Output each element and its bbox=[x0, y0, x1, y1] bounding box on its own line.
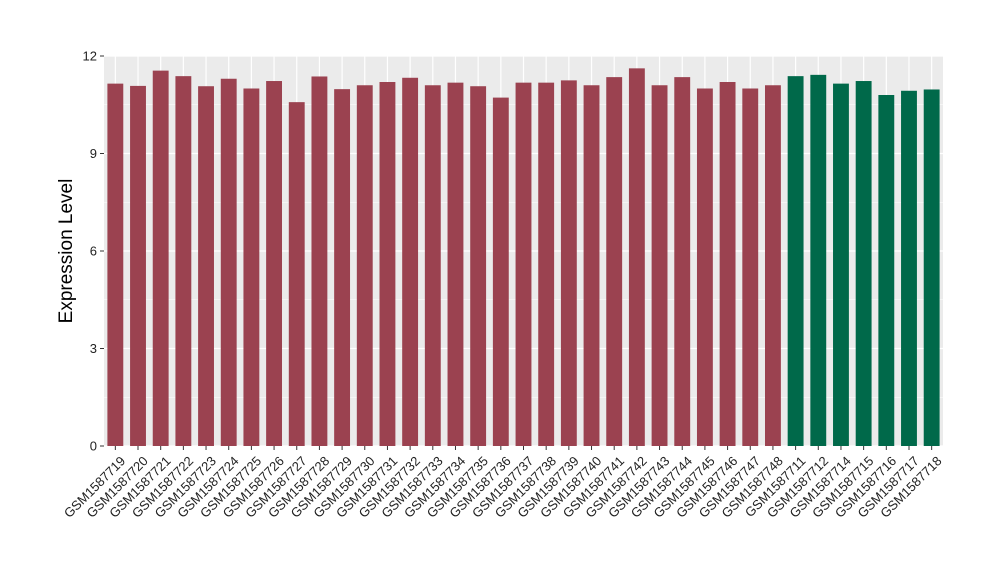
bar-GSM1587735 bbox=[470, 86, 487, 446]
bar-GSM1587738 bbox=[538, 82, 555, 447]
y-tick-label: 9 bbox=[90, 146, 97, 161]
bar-GSM1587741 bbox=[606, 77, 623, 446]
y-tick-label: 3 bbox=[90, 341, 97, 356]
bar-GSM1587715 bbox=[855, 81, 872, 447]
bar-GSM1587711 bbox=[787, 76, 804, 447]
y-tick-label: 6 bbox=[90, 244, 97, 259]
bar-GSM1587739 bbox=[560, 80, 577, 446]
bar-GSM1587726 bbox=[266, 81, 283, 447]
bar-GSM1587748 bbox=[764, 85, 781, 446]
bar-GSM1587740 bbox=[583, 85, 600, 446]
bar-GSM1587733 bbox=[424, 85, 441, 446]
bar-GSM1587725 bbox=[243, 88, 260, 446]
y-axis: 0 3 6 9 12 bbox=[83, 49, 104, 454]
bar-GSM1587717 bbox=[901, 90, 917, 447]
bar-GSM1587712 bbox=[810, 74, 827, 446]
y-tick-label: 0 bbox=[90, 439, 97, 454]
bar-GSM1587718 bbox=[923, 89, 940, 446]
bar-series bbox=[107, 68, 940, 447]
bar-GSM1587723 bbox=[198, 86, 214, 446]
bar-GSM1587745 bbox=[696, 88, 713, 446]
bar-GSM1587747 bbox=[742, 88, 759, 446]
bar-GSM1587720 bbox=[130, 85, 146, 447]
bar-GSM1587743 bbox=[651, 85, 668, 446]
bar-GSM1587746 bbox=[719, 82, 736, 446]
bar-GSM1587716 bbox=[878, 95, 895, 446]
bar-GSM1587731 bbox=[379, 82, 396, 446]
bar-GSM1587730 bbox=[356, 85, 373, 446]
bar-GSM1587724 bbox=[220, 78, 237, 446]
bar-GSM1587729 bbox=[334, 89, 351, 447]
bar-GSM1587737 bbox=[515, 82, 532, 447]
bar-GSM1587732 bbox=[402, 77, 419, 447]
bar-GSM1587728 bbox=[311, 76, 328, 446]
bar-GSM1587744 bbox=[674, 77, 691, 446]
y-tick-label: 12 bbox=[83, 49, 97, 64]
bar-GSM1587742 bbox=[628, 68, 645, 446]
bar-GSM1587736 bbox=[492, 97, 509, 446]
bar-GSM1587719 bbox=[107, 83, 124, 446]
bar-GSM1587714 bbox=[833, 83, 849, 446]
bar-GSM1587734 bbox=[447, 82, 464, 447]
bar-GSM1587721 bbox=[152, 70, 169, 446]
x-axis: GSM1587719GSM1587720GSM1587721GSM1587722… bbox=[61, 446, 945, 521]
y-axis-title: Expression Level bbox=[56, 179, 77, 324]
bar-GSM1587727 bbox=[288, 102, 305, 447]
bar-GSM1587722 bbox=[175, 76, 192, 447]
